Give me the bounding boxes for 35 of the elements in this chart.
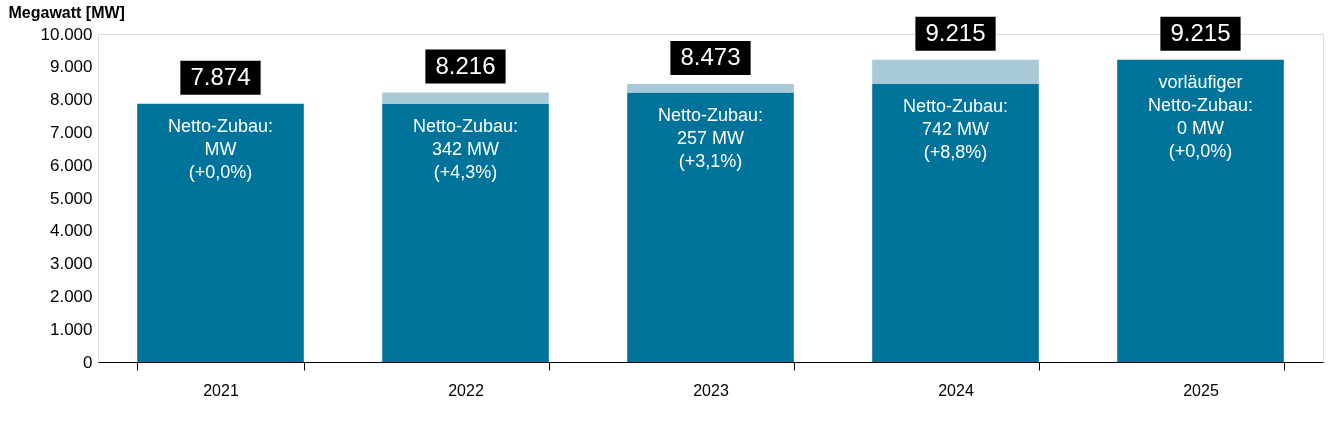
- x-tick-label: 2021: [203, 381, 239, 399]
- total-label: 9.215: [1170, 18, 1231, 46]
- y-tick-label: 0: [83, 352, 93, 372]
- bar: [1117, 59, 1284, 362]
- annotation: Netto-Zubau: 742 MW (+8,8%): [902, 96, 1009, 163]
- y-tick-label: 2.000: [49, 286, 93, 306]
- y-tick-label: 9.000: [49, 57, 93, 77]
- x-tick-label: 2025: [1183, 381, 1219, 399]
- y-tick-label: 7.000: [49, 122, 93, 142]
- total-label: 8.473: [680, 43, 741, 71]
- y-axis-title: Megawatt [MW]: [8, 3, 125, 21]
- y-tick-label: 4.000: [49, 221, 93, 241]
- bar: [382, 103, 549, 362]
- y-tick-label: 6.000: [49, 155, 93, 175]
- x-tick-label: 2024: [938, 381, 974, 399]
- y-tick-label: 8.000: [49, 90, 93, 110]
- annotation: vorläufiger Netto-Zubau: 0 MW (+0,0%): [1147, 71, 1254, 161]
- total-label: 9.215: [925, 18, 986, 46]
- bar: [137, 103, 304, 362]
- x-tick-label: 2022: [448, 381, 484, 399]
- x-tick-label: 2023: [693, 381, 729, 399]
- total-label: 7.874: [190, 62, 251, 90]
- annotation: Netto-Zubau: 257 MW (+3,1%): [657, 104, 764, 171]
- y-tick-label: 10.000: [40, 24, 93, 44]
- bar: [872, 59, 1039, 85]
- total-label: 8.216: [435, 51, 496, 79]
- bar: [872, 84, 1039, 362]
- y-tick-label: 3.000: [49, 254, 93, 274]
- annotation: Netto-Zubau: 342 MW (+4,3%): [412, 115, 519, 182]
- annotation: Netto-Zubau: MW (+0,0%): [167, 115, 274, 182]
- y-tick-label: 5.000: [49, 188, 93, 208]
- bar: [382, 92, 549, 104]
- bar: [627, 84, 794, 93]
- bar: [627, 92, 794, 362]
- y-tick-label: 1.000: [49, 319, 93, 339]
